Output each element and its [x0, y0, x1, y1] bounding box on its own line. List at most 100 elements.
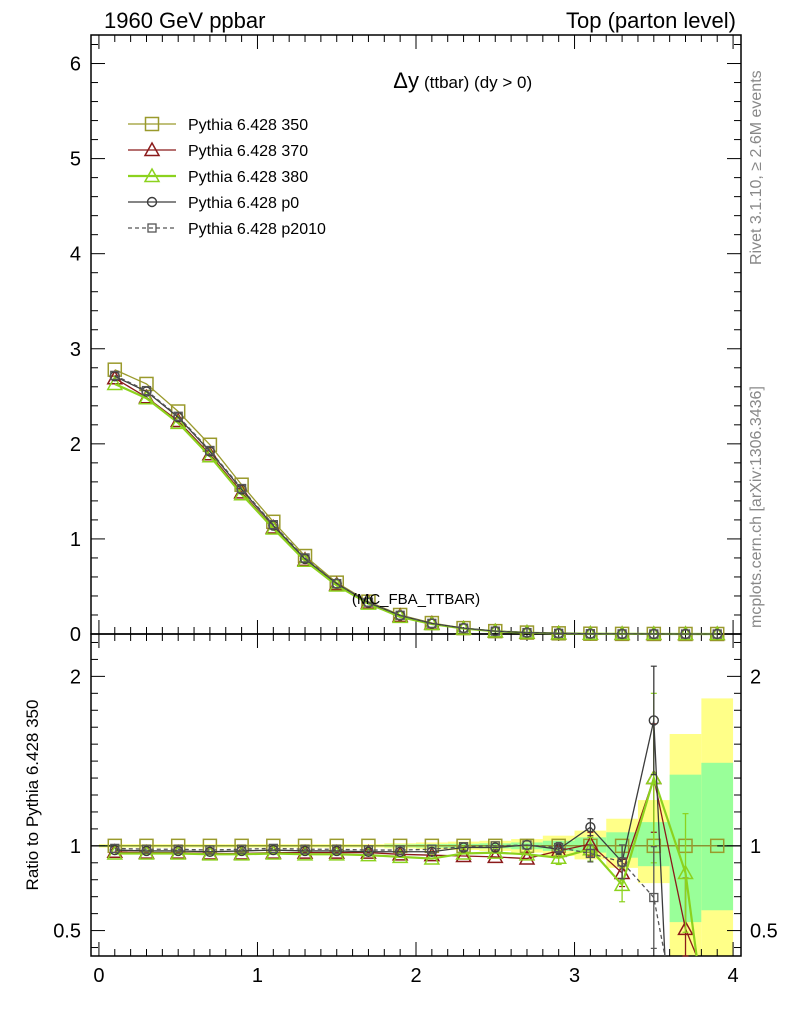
- legend-marker: [143, 167, 161, 183]
- legend-entry: Pythia 6.428 370: [128, 141, 308, 160]
- x-tick-label: 3: [569, 965, 580, 987]
- main-panel: 0 1 2 3 4 0 1 2 3 4 5 6 0.5 0.5 1 1 2 2: [53, 34, 778, 987]
- ratio-tick-label-left: 2: [70, 666, 81, 688]
- ratio-data-point: [522, 840, 532, 850]
- main-series: [106, 362, 726, 642]
- x-tick-label: 1: [252, 965, 263, 987]
- main-data-point: [363, 597, 374, 607]
- ratio-series-line: [114, 844, 666, 957]
- ratio-data-point: [554, 842, 564, 853]
- main-data-point: [205, 445, 215, 456]
- plot-title-main: Δy: [393, 68, 419, 93]
- ratio-data-point: [613, 876, 631, 892]
- ratio-data-point: [455, 844, 472, 860]
- ratio-data-point: [332, 844, 342, 854]
- legend-entry: Pythia 6.428 p0: [128, 195, 299, 212]
- main-data-point: [617, 629, 627, 639]
- main-data-point: [141, 385, 152, 396]
- ratio-data-point: [427, 844, 437, 854]
- main-data-point: [106, 375, 124, 391]
- main-data-point: [712, 629, 722, 639]
- ratio-data-point: [110, 843, 120, 854]
- ratio-tick-label-right: 2: [750, 666, 761, 688]
- watermark: (MC_FBA_TTBAR): [352, 591, 480, 608]
- plot-title-sub: (ttbar) (dy > 0): [424, 73, 532, 92]
- legend-marker: [146, 196, 158, 208]
- legend-entry: Pythia 6.428 380: [128, 167, 308, 186]
- ratio-series: [106, 665, 725, 957]
- ratio-data-point: [173, 844, 183, 854]
- ratio-data-point: [550, 849, 567, 864]
- rivet-label: Rivet 3.1.10, ≥ 2.6M events: [748, 70, 765, 265]
- x-tick-label: 0: [93, 965, 104, 987]
- ratio-data-point: [709, 838, 725, 854]
- y-tick-label: 1: [70, 529, 81, 551]
- ratio-tick-label-right: 0.5: [750, 921, 778, 943]
- y-tick-label: 2: [70, 434, 81, 456]
- ratio-data-point: [363, 845, 374, 855]
- legend-marker: [147, 223, 157, 233]
- ratio-ylabel: Ratio to Pythia 6.428 350: [23, 700, 42, 891]
- ratio-data-point: [205, 845, 215, 855]
- main-data-point: [490, 626, 500, 636]
- ratio-frame: [90, 633, 742, 957]
- ratio-data-point: [486, 848, 504, 864]
- main-data-point: [332, 578, 342, 589]
- x-tick-label: 4: [728, 965, 739, 987]
- ratio-tick-label-left: 1: [70, 836, 81, 858]
- x-tick-label: 2: [410, 965, 421, 987]
- ratio-data-point: [649, 892, 659, 903]
- ratio-data-point: [486, 844, 504, 859]
- main-data-point: [522, 627, 532, 638]
- mcplots-label: mcplots.cern.ch [arXiv:1306.3436]: [748, 386, 765, 628]
- legend-label: Pythia 6.428 350: [188, 117, 308, 134]
- main-series-line: [114, 374, 718, 635]
- main-data-point: [169, 414, 187, 430]
- ratio-data-point: [395, 845, 405, 855]
- y-tick-label: 3: [70, 339, 81, 361]
- ratio-data-point: [455, 847, 472, 863]
- legend-label: Pythia 6.428 370: [188, 143, 308, 160]
- header-left: 1960 GeV ppbar: [104, 8, 265, 33]
- ratio-data-point: [458, 842, 469, 852]
- ratio-data-point: [617, 857, 627, 867]
- legend-label: Pythia 6.428 380: [188, 169, 308, 186]
- ratio-tick-label-left: 0.5: [53, 921, 81, 943]
- ratio-data-point: [234, 838, 249, 854]
- ratio-data-point: [423, 850, 441, 865]
- main-data-point: [680, 629, 691, 639]
- band-green: [701, 762, 734, 911]
- ratio-data-point: [518, 845, 536, 861]
- ratio-data-point: [141, 844, 152, 854]
- header-right: Top (parton level): [566, 8, 736, 33]
- tick-labels: 0 1 2 3 4 0 1 2 3 4 5 6 0.5 0.5 1 1 2 2: [53, 54, 778, 987]
- ratio-data-point: [677, 864, 694, 880]
- main-data-point: [268, 520, 278, 530]
- ratio-data-point: [518, 850, 536, 865]
- main-data-point: [649, 629, 659, 639]
- main-data-point: [110, 370, 120, 381]
- main-data-point: [138, 389, 155, 405]
- main-data-point: [236, 483, 247, 494]
- main-data-point: [300, 553, 310, 563]
- legend-entry: Pythia 6.428 p2010: [128, 221, 326, 238]
- main-data-point: [458, 623, 469, 633]
- ratio-data-point: [585, 822, 596, 833]
- ratio-data-point: [645, 769, 663, 785]
- ratio-data-point: [490, 841, 500, 851]
- y-tick-label: 4: [70, 244, 81, 266]
- main-data-point: [427, 618, 437, 629]
- ratio-data-point: [236, 844, 247, 854]
- ratio-data-point: [585, 848, 596, 859]
- ratio-series-line: [114, 774, 698, 957]
- y-tick-label: 0: [70, 624, 81, 646]
- legend-label: Pythia 6.428 p0: [188, 195, 299, 212]
- ratio-data-point: [391, 848, 409, 864]
- ratio-data-point: [648, 715, 660, 726]
- main-data-point: [173, 411, 183, 421]
- legend-entry: Pythia 6.428 350: [128, 116, 308, 134]
- ratio-data-point: [268, 843, 278, 854]
- main-data-point: [554, 628, 564, 638]
- main-data-point: [585, 629, 596, 639]
